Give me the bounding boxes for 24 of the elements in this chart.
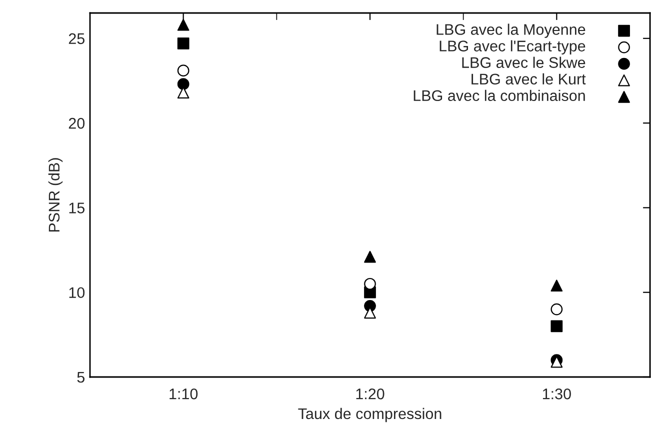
legend-label: LBG avec le Kurt xyxy=(472,73,586,85)
point xyxy=(550,280,563,292)
legend-label: LBG avec la combinaison xyxy=(414,90,585,102)
point xyxy=(177,64,190,76)
x-tick-label: 1:10 xyxy=(170,388,198,400)
legend-label: LBG avec le Skwe xyxy=(462,56,586,68)
y-axis-title: PSNR (dB) xyxy=(48,158,63,232)
x-axis-title: Taux de compression xyxy=(298,408,442,422)
y-tick-label: 20 xyxy=(68,118,85,129)
y-tick-label: 10 xyxy=(69,287,85,298)
point xyxy=(177,78,190,90)
point xyxy=(177,18,190,31)
point xyxy=(364,278,376,290)
point xyxy=(550,320,563,332)
point xyxy=(177,38,190,50)
y-tick-label: 25 xyxy=(68,33,84,44)
x-tick-label: 1:30 xyxy=(542,388,571,400)
y-tick-label: 5 xyxy=(77,372,84,383)
legend-label: LBG avec la Moyenne xyxy=(436,24,586,38)
point xyxy=(550,303,563,316)
x-tick-label: 1:20 xyxy=(356,388,384,400)
point xyxy=(364,250,376,263)
legend-label: LBG avec l'Ecart-type xyxy=(440,40,586,54)
y-tick-label: 15 xyxy=(69,202,84,214)
